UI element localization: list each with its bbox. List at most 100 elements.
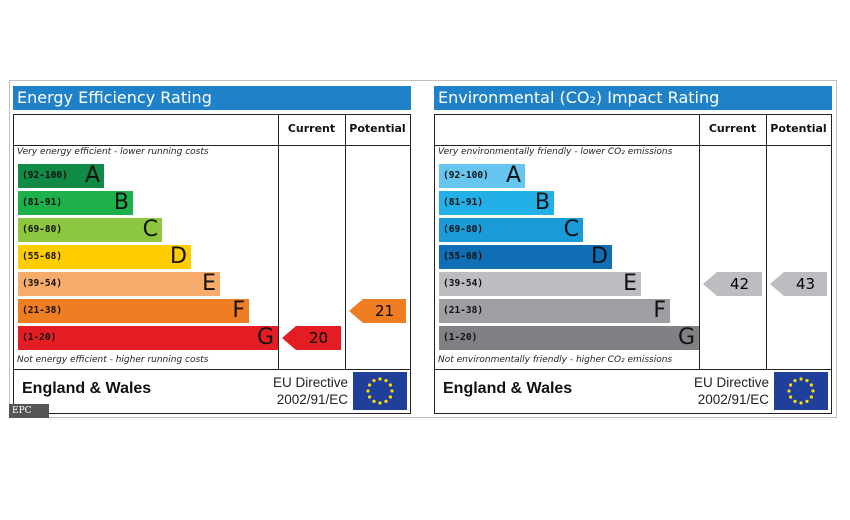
eu-star — [809, 383, 813, 387]
band-letter: C — [563, 217, 579, 242]
region-label: England & Wales — [443, 380, 573, 397]
band-range-label: (21-38) — [443, 305, 484, 316]
top-note: Very energy efficient - lower running co… — [17, 147, 209, 157]
band-letter: G — [677, 325, 695, 350]
marker-arrow — [349, 299, 406, 323]
column-divider — [766, 115, 767, 369]
column-header-potential: Potential — [349, 122, 406, 135]
eu-star — [368, 383, 372, 387]
chart-footer: England & Wales EU Directive 2002/91/EC — [434, 370, 832, 414]
chart-title: Environmental (CO₂) Impact Rating — [434, 86, 832, 110]
eu-star — [805, 379, 809, 383]
eu-star — [793, 379, 797, 383]
directive-line-2: 2002/91/EC — [697, 392, 769, 407]
eu-star — [378, 401, 382, 405]
environmental-impact-panel: Environmental (CO₂) Impact Rating Current… — [434, 86, 832, 414]
band-range-label: (55-68) — [443, 251, 484, 262]
column-header-current: Current — [287, 122, 336, 135]
header-divider — [435, 145, 831, 146]
band-letter: B — [113, 190, 129, 215]
rating-band-a: (92-100) A — [439, 164, 525, 188]
eu-star — [799, 377, 803, 381]
band-letter: F — [232, 298, 245, 323]
eu-flag-icon — [774, 372, 828, 410]
eu-star — [388, 383, 392, 387]
eu-star — [811, 389, 815, 393]
band-range-label: (81-91) — [22, 197, 63, 208]
rating-band-d: (55-68) D — [18, 245, 191, 269]
eu-star — [390, 389, 394, 393]
marker-arrow — [770, 272, 827, 296]
rating-band-c: (69-80) C — [18, 218, 162, 242]
marker-arrow-shape — [282, 326, 341, 350]
marker-arrow — [282, 326, 341, 350]
band-range-label: (39-54) — [443, 278, 484, 289]
rating-band-f: (21-38) F — [18, 299, 249, 323]
current-rating-marker: 20 — [282, 326, 341, 350]
potential-rating-marker: 43 — [770, 272, 827, 296]
rating-grid: Current Potential Very energy efficient - … — [13, 114, 411, 370]
band-letter: D — [591, 244, 608, 269]
band-letter: A — [505, 163, 521, 188]
rating-band-c: (69-80) C — [439, 218, 583, 242]
band-letter: C — [142, 217, 158, 242]
eu-star — [368, 395, 372, 399]
band-range-label: (39-54) — [22, 278, 63, 289]
rating-band-a: (92-100) A — [18, 164, 104, 188]
marker-arrow — [703, 272, 762, 296]
marker-value: 20 — [308, 329, 329, 347]
directive-label: EU Directive 2002/91/EC — [694, 374, 769, 408]
directive-label: EU Directive 2002/91/EC — [273, 374, 348, 408]
chart-title: Energy Efficiency Rating — [13, 86, 411, 110]
eu-star — [372, 379, 376, 383]
band-range-label: (69-80) — [443, 224, 484, 235]
marker-value: 43 — [795, 275, 816, 293]
current-rating-marker: 42 — [703, 272, 762, 296]
eu-star — [388, 395, 392, 399]
bottom-note: Not environmentally friendly - higher CO… — [438, 355, 673, 365]
band-range-label: (81-91) — [443, 197, 484, 208]
eu-star — [378, 377, 382, 381]
eu-star — [793, 399, 797, 403]
marker-arrow-shape — [349, 299, 406, 323]
directive-line-2: 2002/91/EC — [276, 392, 348, 407]
region-label: England & Wales — [22, 380, 152, 397]
eu-star — [366, 389, 370, 393]
eu-flag-icon — [353, 372, 407, 410]
eu-star — [799, 401, 803, 405]
column-divider — [699, 115, 700, 369]
top-note: Very environmentally friendly - lower CO… — [438, 147, 673, 157]
eu-star — [789, 383, 793, 387]
rating-band-e: (39-54) E — [18, 272, 220, 296]
band-letter: A — [84, 163, 100, 188]
eu-star — [787, 389, 791, 393]
band-range-label: (92-100) — [443, 170, 489, 181]
header-divider — [14, 145, 410, 146]
column-header-potential: Potential — [770, 122, 827, 135]
band-letter: E — [623, 271, 637, 296]
band-letter: G — [256, 325, 274, 350]
band-letter: F — [653, 298, 666, 323]
rating-band-b: (81-91) B — [18, 191, 133, 215]
band-letter: B — [534, 190, 550, 215]
marker-arrow-shape — [770, 272, 827, 296]
directive-line-1: EU Directive — [272, 375, 348, 390]
band-range-label: (55-68) — [22, 251, 63, 262]
band-letter: D — [170, 244, 187, 269]
energy-efficiency-panel: Energy Efficiency Rating Current Potential… — [13, 86, 411, 414]
marker-value: 21 — [374, 302, 395, 320]
rating-band-b: (81-91) B — [439, 191, 554, 215]
marker-arrow-shape — [703, 272, 762, 296]
column-divider — [345, 115, 346, 369]
eu-star — [372, 399, 376, 403]
directive-line-1: EU Directive — [693, 375, 769, 390]
bottom-note: Not energy efficient - higher running co… — [17, 355, 209, 365]
rating-band-g: (1-20) G — [439, 326, 699, 350]
rating-grid: Current Potential Very environmentally fri… — [434, 114, 832, 370]
eu-star — [384, 399, 388, 403]
rating-band-g: (1-20) G — [18, 326, 278, 350]
chart-footer: England & Wales EU Directive 2002/91/EC — [13, 370, 411, 414]
marker-value: 42 — [729, 275, 750, 293]
band-range-label: (21-38) — [22, 305, 63, 316]
band-range-label: (69-80) — [22, 224, 63, 235]
